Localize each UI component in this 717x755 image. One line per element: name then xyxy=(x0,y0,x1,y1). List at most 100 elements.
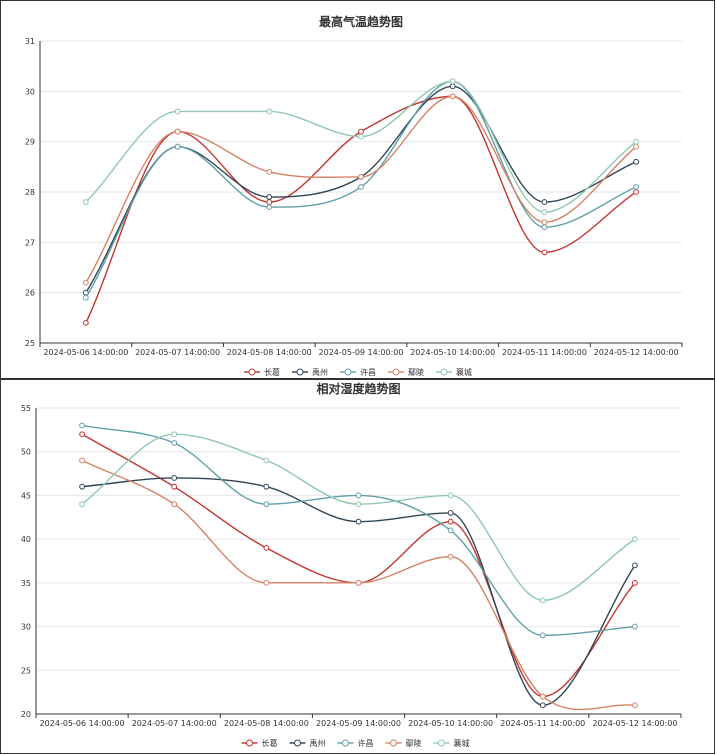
humidity-data-point xyxy=(355,579,362,586)
temperature-legend-item-2[interactable]: 禹州 xyxy=(292,368,328,377)
temperature-data-point xyxy=(541,209,548,216)
temperature-data-point xyxy=(174,108,181,115)
humidity-data-point xyxy=(632,562,638,569)
humidity-data-point xyxy=(539,597,546,604)
humidity-data-point xyxy=(447,518,454,525)
temperature-legend-marker xyxy=(296,368,304,376)
temperature-legend-item-3[interactable]: 许昌 xyxy=(340,367,376,377)
temperature-legend-item-5[interactable]: 襄城 xyxy=(436,367,472,377)
temperature-data-point xyxy=(266,194,273,200)
temperature-data-point xyxy=(266,108,273,115)
temperature-data-point xyxy=(174,128,181,135)
temperature-data-point xyxy=(358,174,364,180)
humidity-data-point xyxy=(79,457,85,464)
temperature-data-point xyxy=(633,158,640,165)
humidity-legend-item-4[interactable]: 鄢陵 xyxy=(385,739,422,748)
humidity-legend-item-2[interactable]: 禹州 xyxy=(289,739,326,748)
humidity-y-tick-label: 35 xyxy=(21,579,31,588)
temperature-data-point xyxy=(541,249,548,256)
humidity-data-point xyxy=(171,440,178,446)
humidity-series-line-2 xyxy=(82,477,636,706)
temperature-data-point xyxy=(358,133,364,140)
temperature-legend-label: 禹州 xyxy=(312,368,328,377)
temperature-data-point xyxy=(449,93,456,100)
temperature-series-line-5 xyxy=(85,80,637,213)
humidity-data-point xyxy=(263,544,270,551)
temperature-y-tick-label: 25 xyxy=(25,339,35,348)
temperature-chart-panel: 最高气温趋势图 25 26 27 28 29 30 31 2024-05-06 14:00:00… xyxy=(0,0,715,379)
humidity-data-point xyxy=(171,483,178,490)
humidity-data-point xyxy=(539,632,546,639)
temperature-chart-title: 最高气温趋势图 xyxy=(319,14,403,29)
humidity-data-point xyxy=(632,536,638,543)
humidity-legend-item-3[interactable]: 许昌 xyxy=(337,738,374,748)
temperature-legend-marker xyxy=(344,368,352,376)
humidity-series-line-5 xyxy=(81,433,636,602)
humidity-x-tick-label: 2024-05-09 14:00:00 xyxy=(316,719,401,728)
temperature-chart: 最高气温趋势图 25 26 27 28 29 30 31 2024-05-06 14:00:00… xyxy=(25,14,683,377)
humidity-y-tick-label: 45 xyxy=(21,491,31,500)
temperature-legend-marker xyxy=(248,368,256,376)
humidity-data-point xyxy=(79,483,85,490)
temperature-x-tick-label: 2024-05-09 14:00:00 xyxy=(319,348,404,357)
humidity-series-line-1 xyxy=(81,433,636,698)
humidity-legend-marker xyxy=(390,739,397,747)
temperature-data-point xyxy=(266,168,273,175)
temperature-y-tick-label: 26 xyxy=(25,289,35,298)
temperature-data-point xyxy=(174,143,181,150)
humidity-legend-label: 长葛 xyxy=(262,738,278,748)
humidity-y-tick-label: 20 xyxy=(21,710,31,719)
temperature-data-point xyxy=(266,204,273,211)
humidity-data-point xyxy=(79,431,85,438)
humidity-x-tick-label: 2024-05-08 14:00:00 xyxy=(224,719,309,728)
humidity-chart-title: 相对湿度趋势图 xyxy=(316,381,400,396)
humidity-x-tick-label: 2024-05-10 14:00:00 xyxy=(408,719,493,728)
temperature-data-point xyxy=(449,78,456,85)
humidity-data-point xyxy=(171,501,178,508)
humidity-data-point xyxy=(171,431,178,438)
temperature-series-line-1 xyxy=(85,95,637,324)
humidity-data-point xyxy=(447,492,454,499)
temperature-legend-item-1[interactable]: 长葛 xyxy=(244,367,280,377)
temperature-legend-marker xyxy=(392,368,400,376)
humidity-y-tick-label: 55 xyxy=(21,404,31,413)
humidity-data-point xyxy=(171,475,178,481)
temperature-y-tick-label: 27 xyxy=(25,238,35,247)
temperature-y-tick-label: 30 xyxy=(25,87,35,96)
humidity-data-point xyxy=(263,457,270,464)
humidity-chart: 相对湿度趋势图 20 25 30 35 40 45 50 55 2024-05-06 14:00:… xyxy=(21,381,682,748)
humidity-data-point xyxy=(355,501,362,508)
humidity-legend-marker xyxy=(438,739,445,747)
humidity-legend-item-1[interactable]: 长葛 xyxy=(241,738,278,748)
humidity-data-point xyxy=(632,579,638,586)
humidity-legend-label: 禹州 xyxy=(310,739,326,748)
humidity-y-tick-label: 25 xyxy=(21,666,31,675)
humidity-data-point xyxy=(447,553,454,560)
temperature-series-line-3 xyxy=(85,80,637,299)
humidity-data-point xyxy=(632,702,638,709)
temperature-data-point xyxy=(82,319,89,326)
humidity-data-point xyxy=(539,693,546,700)
humidity-legend-marker xyxy=(246,739,253,747)
temperature-data-point xyxy=(266,199,273,205)
humidity-legend-item-5[interactable]: 襄城 xyxy=(433,738,470,748)
temperature-data-point xyxy=(633,138,640,145)
humidity-data-point xyxy=(447,510,454,516)
temperature-data-point xyxy=(541,199,548,205)
humidity-data-point xyxy=(355,518,362,525)
humidity-y-tick-label: 30 xyxy=(21,623,31,632)
temperature-data-point xyxy=(82,199,89,205)
humidity-data-point xyxy=(79,501,85,508)
humidity-legend-label: 许昌 xyxy=(358,738,374,748)
temperature-x-tick-label: 2024-05-06 14:00:00 xyxy=(43,348,128,357)
temperature-x-tick-label: 2024-05-08 14:00:00 xyxy=(227,348,312,357)
temperature-y-tick-label: 31 xyxy=(25,37,35,46)
temperature-y-tick-label: 28 xyxy=(25,188,35,197)
temperature-legend-item-4[interactable]: 鄢陵 xyxy=(388,368,424,377)
temperature-data-point xyxy=(82,294,89,301)
humidity-y-tick-label: 40 xyxy=(21,535,31,544)
humidity-x-tick-label: 2024-05-11 14:00:00 xyxy=(500,719,585,728)
humidity-y-tick-label: 50 xyxy=(21,448,31,457)
temperature-data-point xyxy=(541,219,548,226)
humidity-legend-label: 襄城 xyxy=(454,738,470,748)
